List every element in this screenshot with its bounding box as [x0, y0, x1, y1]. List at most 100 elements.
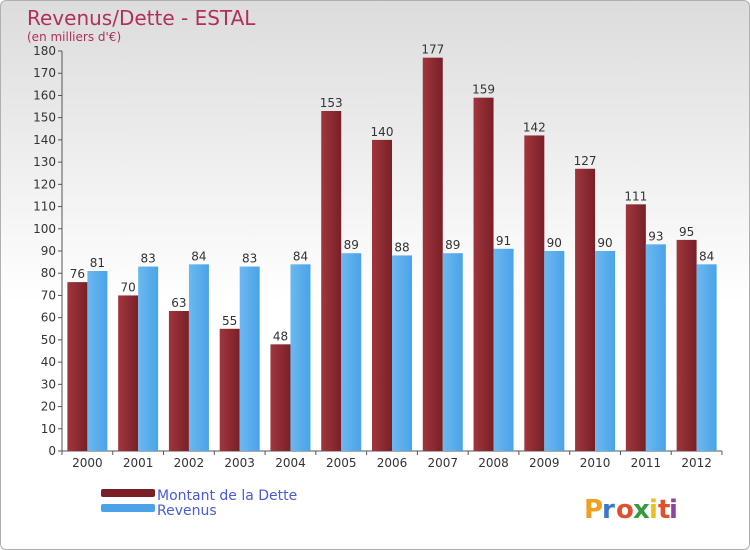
y-tick-label: 140 — [33, 133, 56, 147]
bar-revenus — [188, 264, 209, 451]
x-tick-label: 2007 — [427, 456, 458, 470]
bar-dette — [321, 111, 342, 451]
logo-letter: x — [633, 495, 650, 525]
x-tick-label: 2001 — [123, 456, 154, 470]
legend-label-dette: Montant de la Dette — [157, 488, 297, 504]
y-tick-label: 0 — [48, 444, 56, 458]
y-tick-label: 50 — [41, 333, 56, 347]
bar-dette — [422, 57, 443, 452]
data-label-dette: 140 — [371, 125, 394, 139]
x-tick-label: 2012 — [681, 456, 712, 470]
data-label-dette: 70 — [121, 280, 136, 294]
bar-revenus — [138, 266, 159, 451]
legend-label-revenus: Revenus — [157, 503, 217, 519]
legend-swatch-revenus — [101, 504, 155, 512]
data-label-revenus: 83 — [141, 252, 156, 266]
bar-dette — [524, 135, 545, 451]
x-tick-label: 2004 — [275, 456, 306, 470]
bar-dette — [168, 311, 189, 451]
legend-swatch-dette — [101, 489, 155, 497]
y-tick-label: 160 — [33, 88, 56, 102]
bar-dette — [372, 139, 392, 451]
data-label-revenus: 83 — [242, 252, 257, 266]
data-label-revenus: 84 — [293, 249, 308, 263]
y-tick-label: 150 — [33, 111, 56, 125]
chart-title: Revenus/Dette - ESTAL — [27, 6, 256, 30]
bar-dette — [575, 168, 596, 451]
x-tick-label: 2006 — [377, 456, 408, 470]
data-label-dette: 153 — [320, 96, 343, 110]
bar-revenus — [544, 251, 565, 451]
x-tick-label: 2009 — [529, 456, 560, 470]
y-tick-label: 90 — [41, 244, 56, 258]
data-label-revenus: 84 — [699, 249, 714, 263]
data-label-revenus: 90 — [597, 236, 612, 250]
y-tick-label: 40 — [41, 355, 56, 369]
data-label-dette: 142 — [523, 120, 546, 134]
bar-dette — [219, 328, 240, 451]
bar-revenus — [341, 253, 362, 451]
data-label-dette: 55 — [222, 314, 237, 328]
x-tick-label: 2008 — [478, 456, 509, 470]
y-tick-label: 110 — [33, 200, 56, 214]
data-label-dette: 76 — [70, 267, 85, 281]
data-label-revenus: 81 — [90, 256, 105, 270]
y-tick-label: 70 — [41, 288, 56, 302]
y-tick-label: 170 — [33, 66, 56, 80]
data-label-revenus: 84 — [191, 249, 206, 263]
data-label-dette: 127 — [574, 154, 597, 168]
bar-revenus — [595, 251, 616, 451]
data-label-dette: 159 — [472, 83, 495, 97]
bar-dette — [676, 239, 697, 451]
logo-letter: r — [602, 495, 615, 525]
data-label-revenus: 89 — [344, 238, 359, 252]
bar-dette — [118, 295, 139, 451]
data-label-dette: 177 — [421, 43, 444, 57]
x-tick-label: 2011 — [631, 456, 662, 470]
data-label-dette: 63 — [171, 296, 186, 310]
bar-dette — [67, 282, 88, 451]
y-tick-label: 130 — [33, 155, 56, 169]
x-tick-label: 2010 — [580, 456, 611, 470]
logo-letter: t — [658, 495, 670, 525]
bar-revenus — [239, 266, 260, 451]
y-tick-label: 100 — [33, 222, 56, 236]
logo-letter: P — [584, 495, 603, 525]
legend: Montant de la Dette Revenus — [101, 488, 297, 519]
data-label-revenus: 93 — [648, 229, 663, 243]
data-label-revenus: 91 — [496, 234, 511, 248]
y-tick-label: 180 — [33, 44, 56, 58]
x-tick-label: 2000 — [72, 456, 103, 470]
y-tick-label: 80 — [41, 266, 56, 280]
y-tick-label: 30 — [41, 377, 56, 391]
data-label-dette: 111 — [624, 189, 647, 203]
bar-revenus — [290, 264, 311, 451]
bar-revenus — [442, 253, 463, 451]
bars: 76 81 70 83 63 84 55 83 48 84 153 89 140 88 177 89 159 91… — [67, 43, 717, 452]
chart-subtitle: (en milliers d'€) — [27, 30, 121, 44]
data-label-dette: 95 — [679, 225, 694, 239]
bar-dette — [270, 344, 291, 451]
logo-letter: i — [669, 495, 678, 525]
x-tick-label: 2003 — [224, 456, 255, 470]
y-tick-label: 20 — [41, 400, 56, 414]
bar-revenus — [645, 244, 666, 451]
bar-revenus — [696, 264, 717, 451]
bar-dette — [473, 97, 494, 452]
bar-revenus — [493, 248, 514, 451]
y-tick-label: 120 — [33, 177, 56, 191]
data-label-revenus: 88 — [394, 240, 409, 254]
data-label-revenus: 90 — [547, 236, 562, 250]
proxiti-logo: Pr o x i ti — [584, 495, 678, 525]
data-label-dette: 48 — [273, 329, 288, 343]
bar-revenus — [392, 255, 412, 451]
data-label-revenus: 89 — [445, 238, 460, 252]
x-axis: 2000 2001 2002 2003 2004 2005 2006 2007 2008 2009… — [61, 450, 723, 470]
y-tick-label: 10 — [41, 422, 56, 436]
y-tick-label: 60 — [41, 311, 56, 325]
y-axis: 0 10 20 30 40 50 60 70 80 90 100 110 120 130 140 150 160… — [33, 44, 63, 458]
bar-dette — [625, 204, 646, 451]
x-tick-label: 2005 — [326, 456, 357, 470]
